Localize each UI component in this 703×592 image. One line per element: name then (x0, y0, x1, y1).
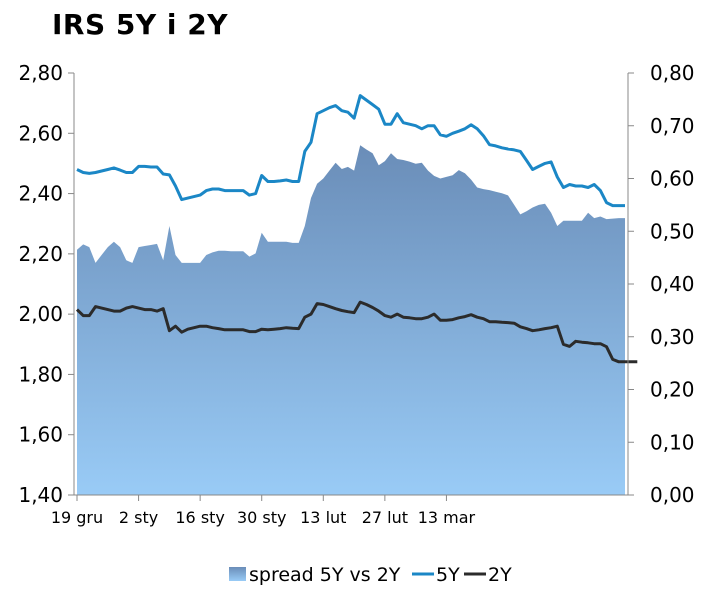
legend-label-spread: spread 5Y vs 2Y (249, 564, 401, 586)
series-2y-line (75, 300, 638, 364)
chart-title: IRS 5Y i 2Y (52, 8, 229, 41)
left-tick-label: 2,60 (18, 121, 63, 145)
right-tick-label: 0,60 (650, 167, 695, 191)
left-tick-label: 2,00 (18, 302, 63, 326)
legend-label-5y: 5Y (436, 564, 460, 586)
x-tick-label: 30 sty (237, 508, 287, 527)
legend-label-2y: 2Y (488, 564, 512, 586)
right-tick-label: 0,40 (650, 272, 695, 296)
x-tick-label: 27 lut (362, 508, 408, 527)
right-tick-label: 0,70 (650, 114, 695, 138)
right-tick-label: 0,30 (650, 325, 695, 349)
left-tick-label: 2,20 (18, 242, 63, 266)
legend-swatch-spread (229, 567, 246, 581)
right-tick-label: 0,10 (650, 430, 695, 454)
left-tick-label: 2,40 (18, 182, 63, 206)
x-tick-label: 13 mar (418, 508, 476, 527)
x-tick-label: 19 gru (51, 508, 103, 527)
series-5y-line (76, 94, 625, 208)
left-tick-label: 1,60 (18, 423, 63, 447)
x-tick-label: 16 sty (175, 508, 225, 527)
right-tick-label: 0,50 (650, 219, 695, 243)
left-tick-label: 1,80 (18, 362, 63, 386)
x-tick-label: 13 lut (300, 508, 346, 527)
series-spread-area (77, 145, 625, 496)
right-tick-label: 0,80 (650, 61, 695, 85)
right-tick-label: 0,20 (650, 378, 695, 402)
legend: spread 5Y vs 2Y 5Y 2Y (229, 564, 512, 586)
right-tick-label: 0,00 (650, 483, 695, 507)
left-tick-label: 2,80 (18, 61, 63, 85)
x-tick-label: 2 sty (119, 508, 158, 527)
left-tick-label: 1,40 (18, 483, 63, 507)
